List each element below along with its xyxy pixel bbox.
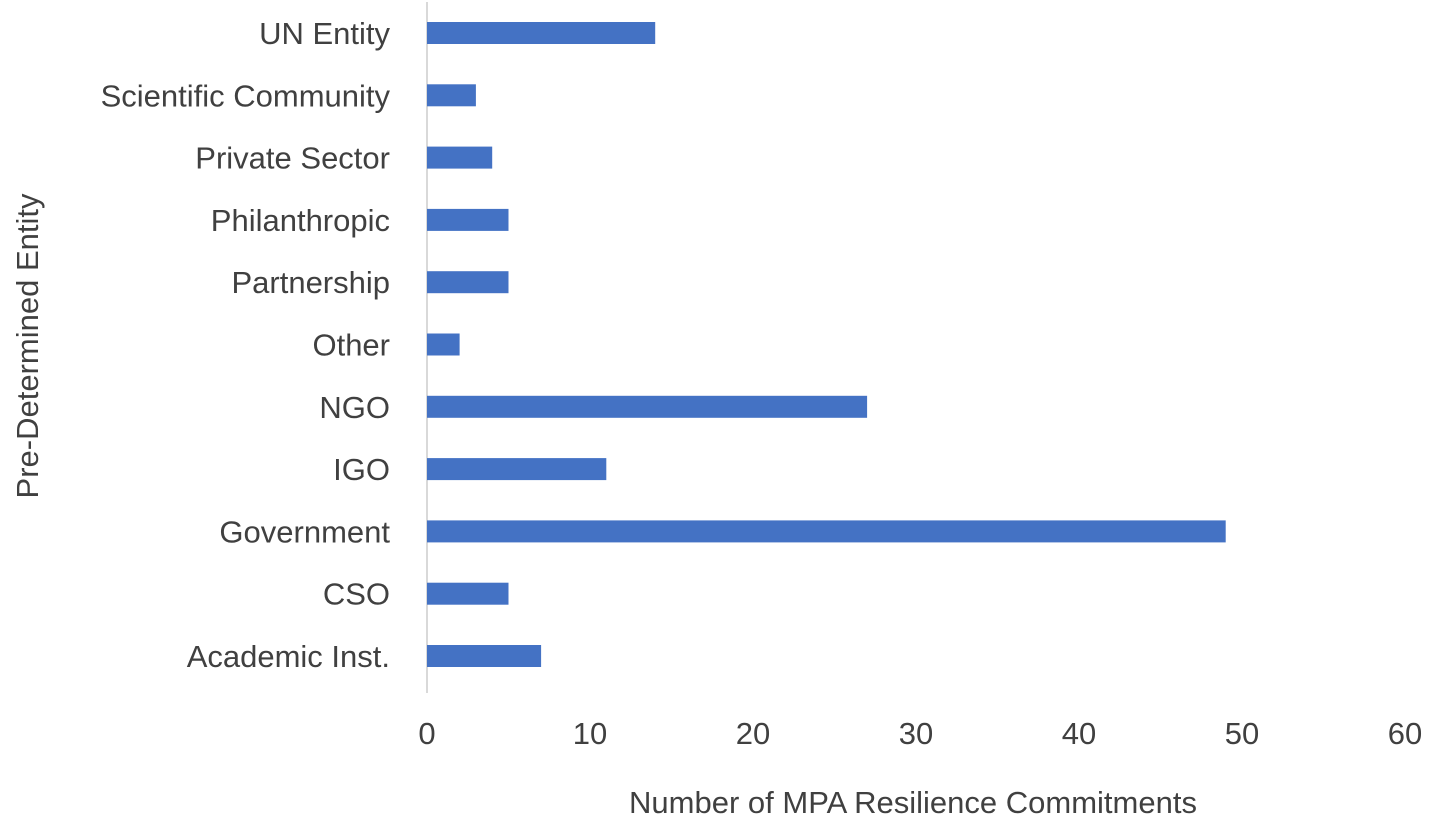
bar-academic-inst — [427, 645, 542, 667]
category-label: CSO — [323, 577, 390, 612]
x-tick-labels: 0 10 20 30 40 50 60 — [418, 716, 1422, 751]
bar-private-sector — [427, 146, 493, 169]
category-label: Philanthropic — [211, 203, 390, 238]
bars-group — [427, 22, 1226, 667]
category-labels: UN Entity Scientific Community Private Sec… — [101, 16, 391, 674]
category-label: IGO — [333, 452, 390, 487]
bar-scientific-community — [427, 84, 476, 107]
category-label: NGO — [319, 390, 390, 425]
x-tick-label: 50 — [1225, 716, 1259, 751]
x-axis-title: Number of MPA Resilience Commitments — [629, 785, 1197, 820]
bar-partnership — [427, 271, 509, 294]
bar-cso — [427, 582, 509, 605]
y-axis-title: Pre-Determined Entity — [10, 193, 45, 498]
x-tick-label: 30 — [899, 716, 933, 751]
category-label: UN Entity — [259, 16, 390, 51]
category-label: Scientific Community — [101, 78, 391, 113]
category-label: Partnership — [231, 265, 390, 300]
bar-government — [427, 520, 1226, 543]
category-label: Government — [219, 514, 390, 549]
x-tick-label: 40 — [1062, 716, 1096, 751]
category-label: Private Sector — [195, 141, 390, 176]
bar-ngo — [427, 395, 868, 418]
x-tick-label: 20 — [736, 716, 770, 751]
bar-other — [427, 333, 460, 356]
bar-philanthropic — [427, 208, 509, 231]
x-tick-label: 0 — [418, 716, 435, 751]
x-tick-label: 60 — [1388, 716, 1422, 751]
category-label: Academic Inst. — [187, 639, 390, 674]
x-tick-label: 10 — [573, 716, 607, 751]
bar-igo — [427, 458, 607, 481]
bar-un-entity — [427, 22, 656, 44]
category-label: Other — [312, 328, 390, 363]
